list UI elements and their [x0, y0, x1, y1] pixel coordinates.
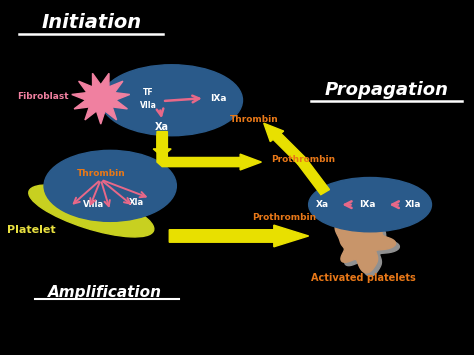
- Polygon shape: [157, 132, 261, 170]
- Polygon shape: [169, 225, 309, 247]
- Text: Propagation: Propagation: [325, 81, 448, 99]
- Text: Thrombin: Thrombin: [230, 115, 279, 124]
- Polygon shape: [339, 225, 400, 276]
- Ellipse shape: [101, 65, 243, 136]
- Text: Xa: Xa: [316, 200, 329, 209]
- Text: XIa: XIa: [404, 200, 421, 209]
- Polygon shape: [335, 222, 396, 273]
- Text: XIa: XIa: [128, 198, 144, 207]
- Text: Activated platelets: Activated platelets: [310, 273, 415, 283]
- Ellipse shape: [309, 178, 431, 232]
- Text: Platelet: Platelet: [7, 225, 55, 235]
- Polygon shape: [297, 158, 329, 195]
- Text: IXa: IXa: [210, 94, 227, 103]
- Text: Initiation: Initiation: [41, 13, 141, 32]
- Text: VIIa: VIIa: [139, 101, 156, 110]
- Text: VIIIa: VIIIa: [83, 200, 104, 209]
- Text: Thrombin: Thrombin: [76, 169, 125, 178]
- Text: Fibroblast: Fibroblast: [18, 92, 69, 100]
- Polygon shape: [72, 73, 130, 124]
- Polygon shape: [264, 123, 305, 164]
- Ellipse shape: [44, 151, 176, 222]
- Text: IXa: IXa: [359, 200, 376, 209]
- Text: Prothrombin: Prothrombin: [252, 213, 316, 222]
- Text: Xa: Xa: [155, 122, 169, 132]
- Polygon shape: [153, 135, 171, 157]
- Text: Amplification: Amplification: [48, 285, 163, 300]
- Text: Prothrombin: Prothrombin: [271, 155, 335, 164]
- Ellipse shape: [29, 185, 154, 237]
- Text: TF: TF: [143, 88, 153, 97]
